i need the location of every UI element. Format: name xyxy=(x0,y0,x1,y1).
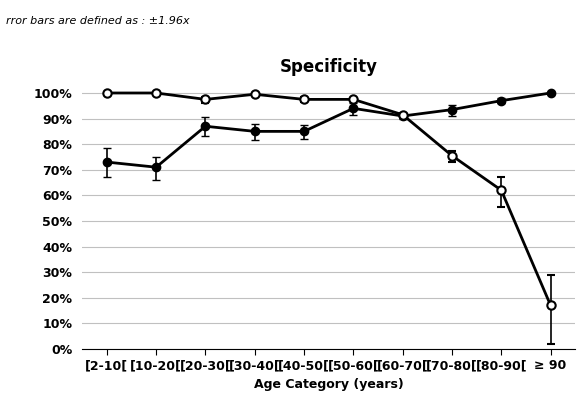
Text: rror bars are defined as : ±1.96x: rror bars are defined as : ±1.96x xyxy=(6,16,190,26)
X-axis label: Age Category (years): Age Category (years) xyxy=(254,378,404,391)
Title: Specificity: Specificity xyxy=(280,58,377,76)
